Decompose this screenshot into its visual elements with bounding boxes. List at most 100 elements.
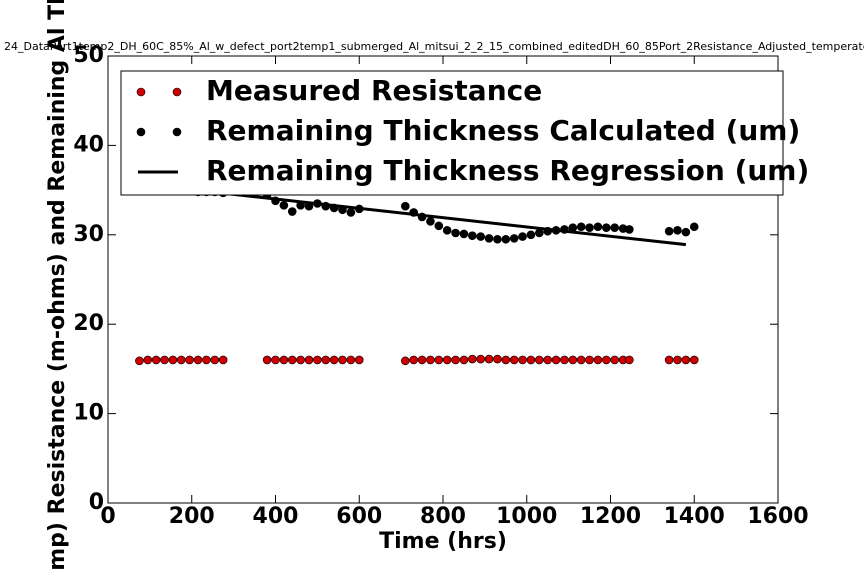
- data-point: [279, 200, 289, 210]
- data-point: [585, 355, 594, 365]
- data-point: [176, 355, 186, 365]
- data-point: [459, 229, 469, 239]
- data-point: [602, 223, 611, 232]
- data-point: [434, 221, 444, 231]
- legend-label: Measured Resistance: [206, 74, 542, 107]
- data-point: [484, 354, 494, 364]
- data-point: [625, 225, 634, 234]
- data-point: [493, 354, 502, 364]
- y-tick-label: 30: [73, 222, 104, 247]
- x-tick-label: 1600: [747, 504, 808, 529]
- data-point: [689, 222, 699, 232]
- data-point: [689, 355, 699, 365]
- chart-title: 24_DataPort1temp2_DH_60C_85%_Al_w_defect…: [4, 40, 864, 53]
- data-point: [501, 355, 511, 365]
- data-point: [526, 230, 536, 240]
- data-point: [526, 355, 536, 365]
- data-point: [476, 232, 485, 241]
- data-point: [321, 355, 331, 365]
- data-point: [576, 355, 586, 365]
- data-point: [585, 223, 594, 232]
- legend-marker: [172, 87, 182, 97]
- data-point: [151, 355, 161, 365]
- data-point: [168, 355, 178, 365]
- data-point: [218, 355, 228, 365]
- data-point: [329, 355, 339, 365]
- data-point: [518, 355, 527, 365]
- data-point: [593, 355, 603, 365]
- data-point: [451, 355, 460, 365]
- y-tick-label: 40: [73, 132, 104, 157]
- x-tick-label: 0: [100, 504, 115, 529]
- data-point: [593, 222, 603, 232]
- data-point: [434, 355, 444, 365]
- data-point: [518, 232, 527, 241]
- data-point: [673, 226, 682, 235]
- data-point: [271, 355, 280, 365]
- data-point: [673, 355, 682, 365]
- data-point: [468, 231, 477, 240]
- data-point: [193, 355, 203, 365]
- data-point: [610, 355, 619, 365]
- data-point: [451, 228, 460, 238]
- data-point: [338, 355, 347, 365]
- data-point: [287, 207, 297, 216]
- data-point: [185, 355, 194, 365]
- data-point: [476, 354, 485, 364]
- x-tick-label: 800: [420, 504, 466, 529]
- data-point: [551, 355, 561, 365]
- data-point: [262, 355, 272, 365]
- data-point: [664, 226, 674, 236]
- y-tick-label: 50: [73, 43, 104, 68]
- legend-marker: [172, 127, 182, 137]
- x-axis-label: Time (hrs): [379, 529, 507, 554]
- data-point: [543, 355, 552, 365]
- x-tick-label: 600: [336, 504, 382, 529]
- data-point: [602, 355, 611, 365]
- data-point: [135, 356, 144, 366]
- legend: Measured Resistance Remaining Thickness C…: [120, 70, 809, 196]
- data-point: [681, 355, 691, 365]
- y-tick-label: 0: [89, 490, 104, 515]
- data-point: [442, 226, 452, 235]
- x-tick-label: 1400: [664, 504, 725, 529]
- data-point: [535, 228, 544, 238]
- legend-box: [120, 70, 784, 196]
- data-point: [160, 355, 169, 365]
- x-tick-label: 1200: [580, 504, 641, 529]
- data-point: [681, 227, 691, 237]
- data-point: [202, 355, 211, 365]
- data-point: [509, 355, 519, 365]
- legend-marker: [136, 87, 146, 97]
- x-tick-label: 400: [253, 504, 299, 529]
- data-point: [509, 234, 519, 243]
- x-tick-label: 1000: [496, 504, 557, 529]
- y-tick-label: 20: [73, 311, 104, 336]
- data-point: [313, 355, 322, 365]
- data-point: [625, 355, 634, 365]
- y-tick-label: 10: [73, 401, 104, 426]
- data-point: [576, 222, 586, 232]
- data-point: [346, 355, 356, 365]
- data-point: [535, 355, 544, 365]
- data-point: [484, 234, 494, 243]
- data-point: [610, 223, 619, 232]
- data-point: [501, 234, 511, 244]
- data-point: [409, 355, 418, 365]
- data-point: [279, 355, 289, 365]
- data-point: [568, 355, 578, 365]
- legend-label: Remaining Thickness Calculated (um): [206, 114, 800, 147]
- data-point: [493, 234, 502, 244]
- legend-marker: [136, 127, 146, 137]
- y-axis-label: mp) Resistance (m-ohms) and Remaining Al…: [45, 0, 70, 571]
- data-point: [468, 354, 477, 364]
- data-point: [664, 355, 674, 365]
- data-point: [426, 217, 435, 226]
- data-point: [354, 355, 364, 365]
- data-point: [401, 356, 410, 366]
- data-point: [401, 201, 410, 211]
- data-point: [426, 355, 435, 365]
- data-point: [560, 355, 569, 365]
- data-point: [346, 208, 356, 217]
- data-point: [442, 355, 452, 365]
